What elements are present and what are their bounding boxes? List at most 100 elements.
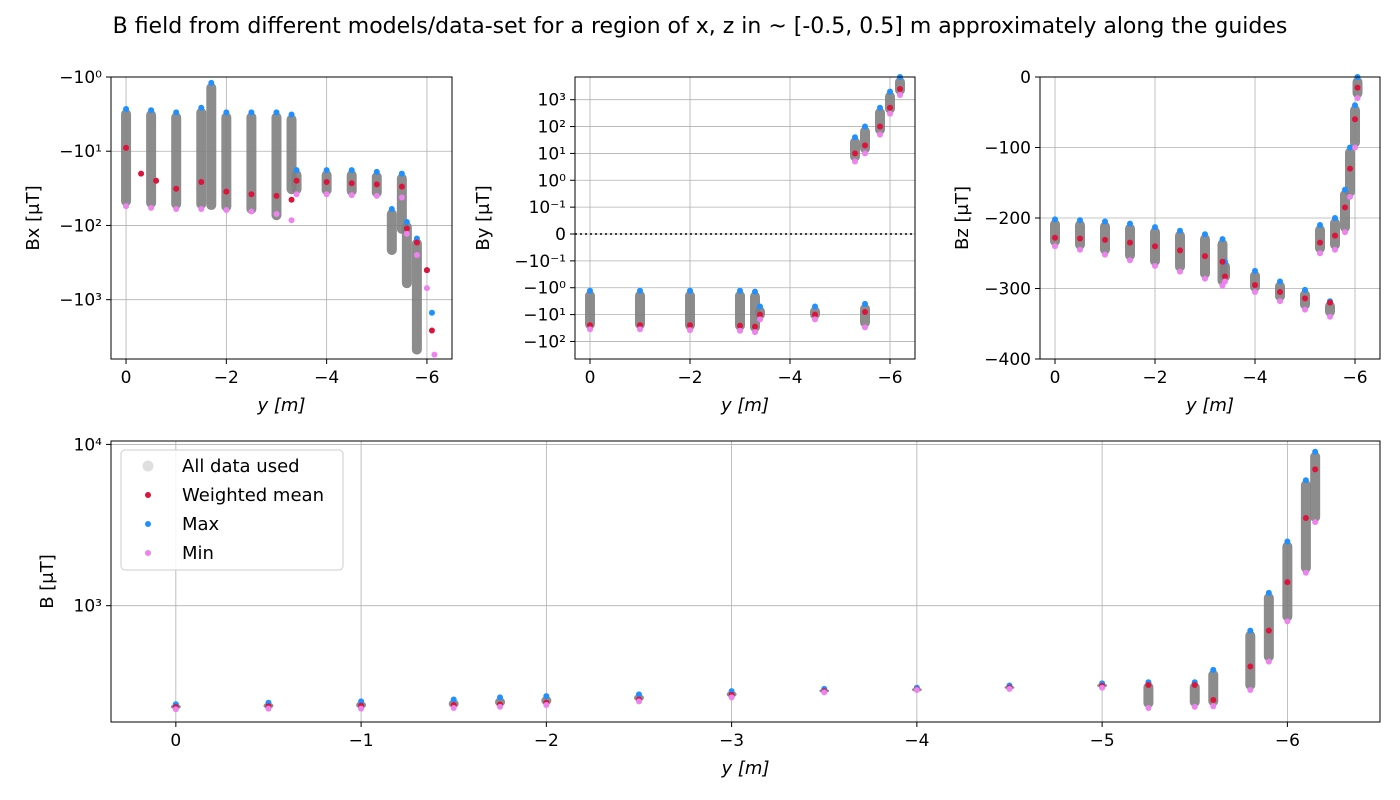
bx-point xyxy=(388,205,395,212)
b-point xyxy=(1312,519,1319,526)
bx-point xyxy=(288,111,295,118)
b-series-max xyxy=(172,448,1319,708)
bz-all-data xyxy=(1050,77,1363,317)
b-point xyxy=(1210,703,1217,710)
bx-all-data-band xyxy=(206,82,217,211)
b-point xyxy=(1247,663,1254,670)
by-point xyxy=(812,316,818,323)
b-point xyxy=(1210,697,1217,704)
bx-point xyxy=(403,219,410,226)
bx-point xyxy=(288,217,295,224)
bx-point xyxy=(348,180,355,187)
bx-point xyxy=(323,167,330,174)
bz-point xyxy=(1317,239,1323,246)
legend-label: Weighted mean xyxy=(182,485,324,506)
bx-point xyxy=(123,203,130,210)
bx-point xyxy=(403,225,410,232)
by-y-tick-label: 10¹ xyxy=(538,144,566,164)
bz-point xyxy=(1352,116,1358,123)
bz-point xyxy=(1252,289,1258,296)
legend-marker xyxy=(145,521,151,527)
by-point xyxy=(752,323,758,330)
by-point xyxy=(862,142,868,149)
legend-label: Min xyxy=(182,543,214,564)
by-point xyxy=(737,287,743,294)
bz-x-tick-label: −4 xyxy=(1242,368,1267,388)
bx-point xyxy=(223,109,230,116)
by-y-tick-label: −10⁻¹ xyxy=(514,252,566,272)
b-point xyxy=(358,698,365,705)
bx-point xyxy=(398,183,405,190)
bx-point xyxy=(373,168,380,175)
bz-point xyxy=(1347,165,1353,172)
bx-point xyxy=(403,230,410,237)
bz-x-tick-label: 0 xyxy=(1050,368,1061,388)
bz-point xyxy=(1332,215,1338,221)
legend-label: Max xyxy=(182,514,220,535)
bx-point xyxy=(198,205,205,212)
bx-y-tick-label: −10³ xyxy=(59,291,102,311)
by-point xyxy=(757,311,763,318)
b-point xyxy=(497,694,504,701)
b-point xyxy=(1302,477,1309,484)
bz-y-tick-label: −300 xyxy=(984,280,1031,300)
by-x-tick-label: −6 xyxy=(877,368,902,388)
by-point xyxy=(852,134,858,141)
bx-point xyxy=(153,177,160,184)
bz-point xyxy=(1202,231,1208,238)
bz-x-tick-label: −2 xyxy=(1142,368,1167,388)
b-all-data-band xyxy=(1143,682,1154,709)
b-point xyxy=(1265,658,1272,665)
by-point xyxy=(862,324,868,331)
by-all-data-band xyxy=(735,290,745,331)
bx-all-data-band xyxy=(146,110,157,208)
figure-title: B field from different models/data-set f… xyxy=(112,14,1288,39)
by-y-tick-label: 0 xyxy=(555,225,566,245)
bz-point xyxy=(1277,278,1283,285)
b-point xyxy=(450,696,457,703)
bz-point xyxy=(1354,84,1361,91)
b-point xyxy=(1265,589,1272,596)
by-point xyxy=(687,327,693,334)
b-point xyxy=(265,705,272,712)
b-series-weighted-mean xyxy=(172,466,1319,711)
bz-y-label: Bz [μT] xyxy=(952,186,973,250)
bz-point xyxy=(1347,144,1353,151)
bx-point xyxy=(273,210,280,217)
b-point xyxy=(913,687,920,694)
bz-x-tick-label: −6 xyxy=(1342,368,1367,388)
by-point xyxy=(687,287,693,294)
by-x-label: y [m] xyxy=(720,395,769,416)
bz-point xyxy=(1332,232,1338,239)
bz-point xyxy=(1127,257,1133,264)
by-x-tick-label: −4 xyxy=(777,368,802,388)
b-series-min xyxy=(172,519,1319,713)
b-point xyxy=(1284,618,1291,625)
bx-frame xyxy=(110,76,453,360)
by-point xyxy=(812,311,818,318)
bx-point xyxy=(431,351,438,358)
by-frame xyxy=(574,76,916,360)
b-point xyxy=(1145,682,1152,689)
bx-y-label: Bx [μT] xyxy=(23,185,44,250)
by-point xyxy=(887,104,893,111)
by-y-tick-label: 10⁰ xyxy=(538,171,567,191)
bx-point xyxy=(198,104,205,111)
bz-point xyxy=(1052,234,1058,241)
b-point xyxy=(543,702,550,709)
bz-point xyxy=(1327,313,1333,320)
bz-point xyxy=(1077,246,1083,253)
bx-point xyxy=(293,191,300,198)
bz-point xyxy=(1177,247,1183,254)
b-point xyxy=(1312,466,1319,473)
b-all-data-band xyxy=(1300,480,1311,573)
bx-point xyxy=(208,79,215,86)
b-all-data-band xyxy=(1208,669,1219,707)
by-point xyxy=(757,303,763,310)
bx-y-tick-label: −10² xyxy=(59,216,102,236)
by-point xyxy=(877,104,883,111)
bx-point xyxy=(248,109,255,116)
b-point xyxy=(1191,682,1198,689)
bz-y-tick-label: −200 xyxy=(984,209,1031,229)
bz-point xyxy=(1277,298,1283,305)
